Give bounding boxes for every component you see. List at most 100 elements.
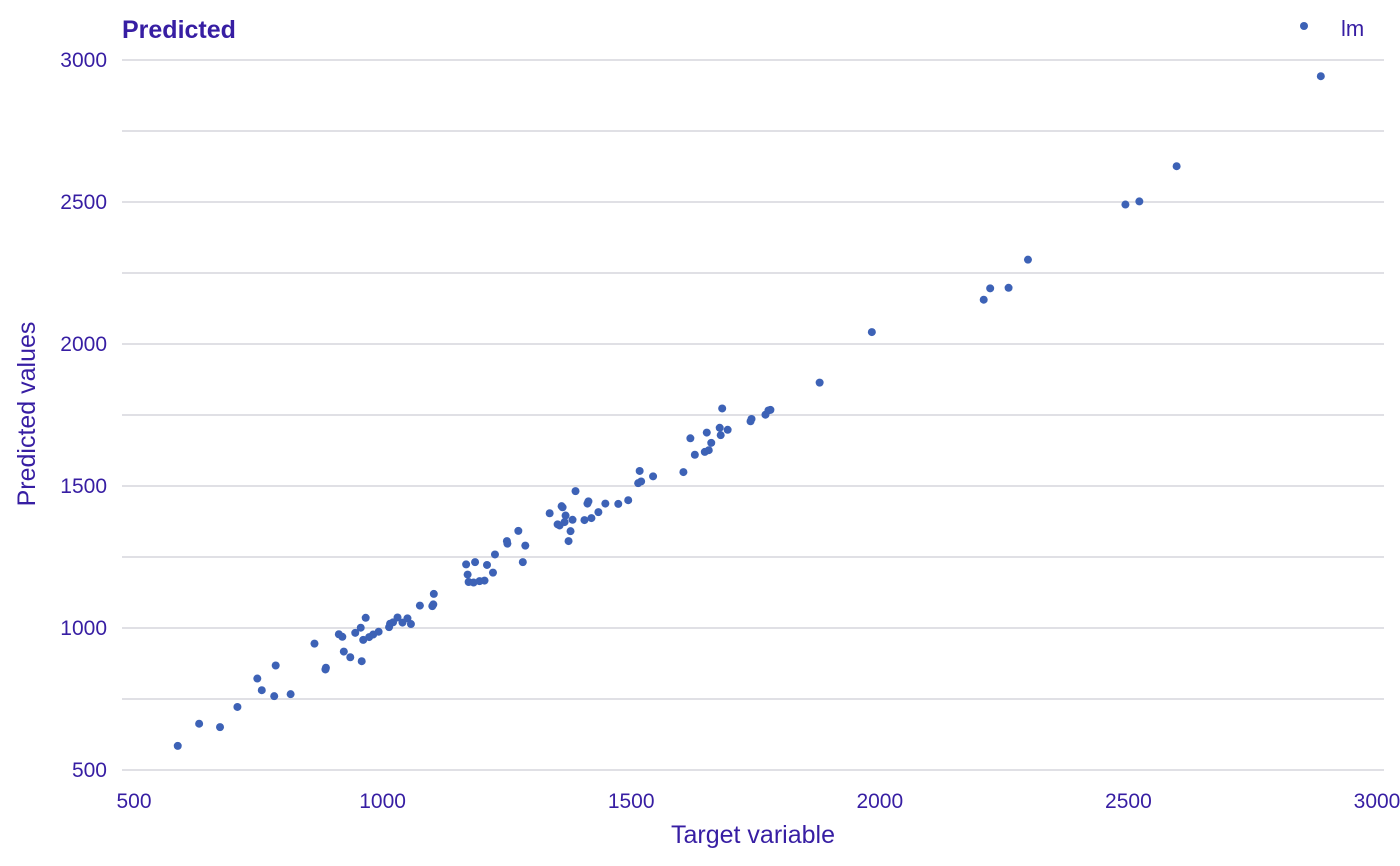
data-point [747, 414, 756, 423]
data-point [587, 514, 596, 523]
data-point [469, 578, 478, 587]
data-point [216, 723, 225, 732]
data-point [462, 560, 471, 569]
data-point [561, 511, 570, 520]
data-point [601, 499, 610, 508]
data-point [564, 537, 573, 546]
x-tick-label: 500 [116, 790, 151, 813]
data-point [702, 428, 711, 437]
data-point [393, 613, 402, 622]
data-point [718, 404, 727, 413]
data-point [415, 601, 424, 610]
data-point [560, 518, 569, 527]
x-tick-label: 2500 [1105, 790, 1152, 813]
x-tick-label: 1500 [608, 790, 655, 813]
data-point [766, 405, 775, 414]
data-point [558, 503, 567, 512]
data-point [649, 472, 658, 481]
data-point [723, 425, 732, 434]
data-point [1004, 283, 1013, 292]
data-point [310, 639, 319, 648]
data-point [429, 589, 438, 598]
chart-title: Predicted [122, 16, 236, 44]
data-point [715, 423, 724, 432]
data-point [580, 516, 589, 525]
data-point [271, 661, 280, 670]
y-tick-label: 500 [72, 759, 107, 782]
y-tick-label: 2500 [60, 191, 107, 214]
y-tick-label: 2000 [60, 333, 107, 356]
data-point [339, 647, 348, 656]
data-point [233, 702, 242, 711]
data-point [346, 653, 355, 662]
data-point [545, 509, 554, 518]
data-point [480, 576, 489, 585]
legend-label-lm: lm [1341, 16, 1364, 41]
data-point [490, 550, 499, 559]
legend: lm [1300, 16, 1364, 41]
data-point [514, 526, 523, 535]
data-point [1023, 255, 1032, 264]
data-point [195, 719, 204, 728]
y-tick-label: 1000 [60, 617, 107, 640]
gridlines [122, 59, 1384, 771]
data-point [361, 613, 370, 622]
data-point [594, 508, 603, 517]
data-point [815, 378, 824, 387]
x-tick-label: 2000 [856, 790, 903, 813]
data-point [429, 600, 438, 609]
data-point [1316, 72, 1325, 81]
data-point [488, 568, 497, 577]
data-point [1172, 162, 1181, 171]
data-point [406, 620, 415, 629]
data-point [356, 623, 365, 632]
data-point [321, 663, 330, 672]
data-point [571, 487, 580, 496]
data-point [521, 541, 530, 550]
data-point [503, 539, 512, 548]
data-point [253, 674, 262, 683]
data-points [173, 72, 1325, 750]
data-point [270, 692, 279, 701]
data-point [338, 632, 347, 641]
data-point [463, 570, 472, 579]
data-point [867, 328, 876, 337]
legend-marker-lm [1300, 22, 1308, 30]
data-point [173, 741, 182, 750]
data-point [686, 434, 695, 443]
data-point [679, 468, 688, 477]
data-point [584, 497, 593, 506]
data-point [518, 558, 527, 567]
data-point [359, 635, 368, 644]
data-point [635, 466, 644, 475]
data-point [357, 657, 366, 666]
x-axis-ticks: 500 1000 1500 2000 2500 3000 [116, 790, 1400, 813]
data-point [979, 295, 988, 304]
data-point [707, 438, 716, 447]
y-axis-label: Predicted values [13, 322, 41, 507]
data-point [374, 627, 383, 636]
data-point [690, 450, 699, 459]
data-point [624, 496, 633, 505]
x-tick-label: 1000 [359, 790, 406, 813]
data-point [568, 515, 577, 524]
x-axis-label: Target variable [671, 821, 835, 849]
y-axis-ticks: 500 1000 1500 2000 2500 3000 [60, 49, 107, 782]
data-point [351, 628, 360, 637]
y-tick-label: 1500 [60, 475, 107, 498]
data-point [716, 431, 725, 440]
data-point [1121, 200, 1130, 209]
data-point [1135, 197, 1144, 206]
data-point [483, 560, 492, 569]
data-point [614, 499, 623, 508]
x-tick-label: 3000 [1354, 790, 1400, 813]
data-point [286, 690, 295, 699]
data-point [257, 686, 266, 695]
data-point [986, 284, 995, 293]
y-tick-label: 3000 [60, 49, 107, 72]
data-point [704, 446, 713, 455]
data-point [637, 477, 646, 486]
data-point [471, 558, 480, 567]
data-point [566, 527, 575, 536]
